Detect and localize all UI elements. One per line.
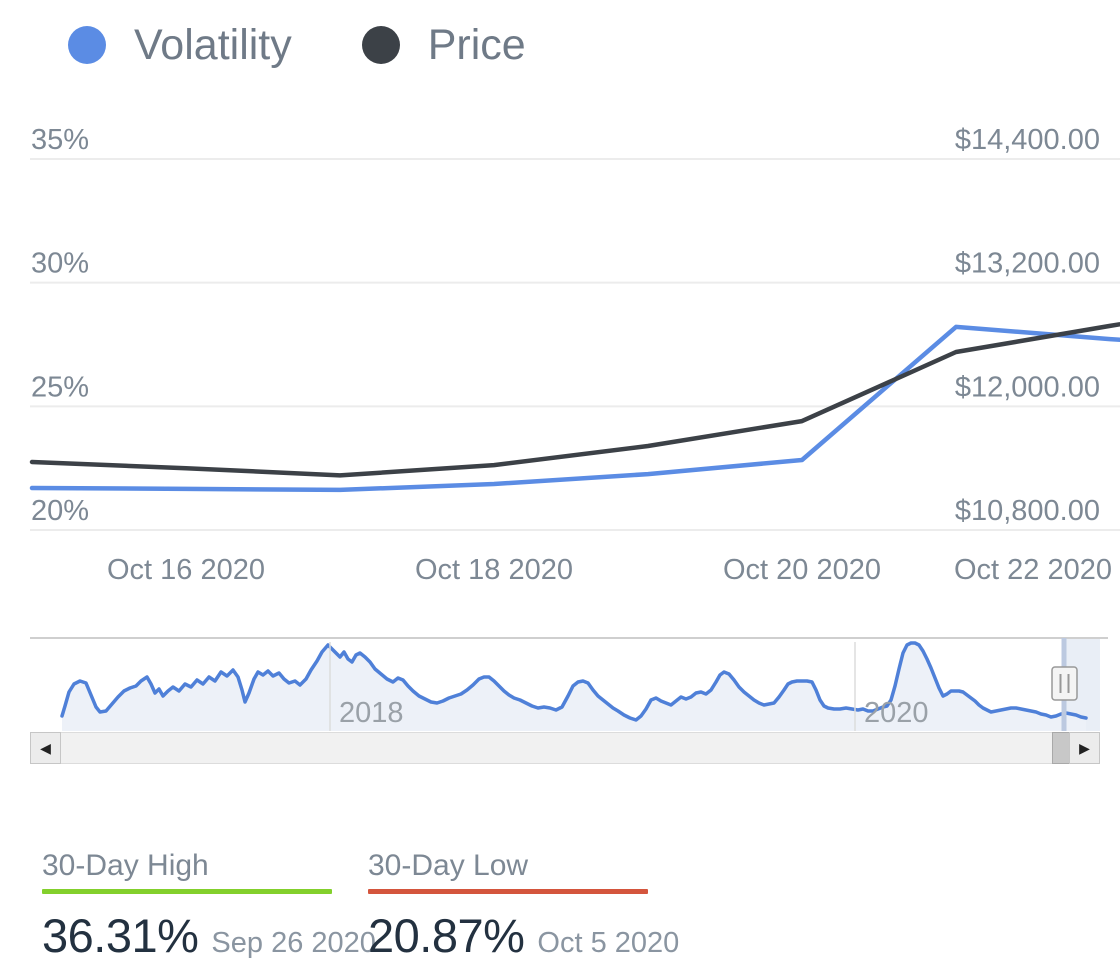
navigator-year-label: 2018 [339,697,404,729]
x-axis-tick-label: Oct 20 2020 [723,554,881,586]
scrollbar-right-button[interactable]: ▶ [1069,732,1100,764]
stats-panel: 30-Day High 36.31% Sep 26 2020 30-Day Lo… [42,849,679,963]
right-axis-tick-label: $12,000.00 [955,371,1100,403]
x-axis-tick-label: Oct 22 2020 [954,554,1112,586]
main-chart[interactable]: 35% $14,400.00 30% $13,200.00 25% $12,000.00 2… [0,0,1120,600]
x-axis-tick-label: Oct 16 2020 [107,554,265,586]
navigator-line [60,641,1088,722]
stat-high-value: 36.31% [42,909,199,962]
stat-high-accent-rule [42,889,332,894]
scrollbar-track[interactable] [30,732,1100,764]
stat-30-day-low: 30-Day Low 20.87% Oct 5 2020 [368,849,679,963]
right-axis-tick-label: $10,800.00 [955,495,1100,527]
volatility-series-dot [68,26,106,64]
navigator[interactable]: 2018 2020 [0,635,1120,770]
stat-high-date: Sep 26 2020 [211,927,376,959]
price-legend-label: Price [427,20,526,69]
left-axis-tick-label: 35% [31,124,89,156]
right-axis-tick-label: $14,400.00 [955,124,1100,156]
stat-low-accent-rule [368,889,648,894]
price-series-dot [361,26,400,64]
scrollbar-left-button[interactable]: ◀ [30,732,61,764]
stat-30-day-high: 30-Day High 36.31% Sep 26 2020 [42,849,376,963]
series-line-price[interactable] [29,300,1120,478]
legend-item-volatility[interactable]: Volatility [68,21,292,70]
navigator-year-label: 2020 [864,697,929,729]
scrollbar-thumb[interactable] [1052,732,1070,764]
scroll-right-icon: ▶ [1079,739,1090,756]
left-axis-tick-label: 25% [31,371,89,403]
navigator-handle[interactable] [1051,666,1078,701]
volatility-legend-label: Volatility [134,20,292,69]
stat-low-value: 20.87% [368,909,525,962]
left-axis-tick-label: 30% [31,248,89,280]
stat-low-label: 30-Day Low [368,849,529,882]
x-axis-tick-label: Oct 18 2020 [415,554,573,586]
stat-low-date: Oct 5 2020 [537,927,680,959]
legend-item-price[interactable]: Price [361,20,526,70]
stat-high-label: 30-Day High [42,849,209,882]
scroll-left-icon: ◀ [40,739,51,756]
legend: Volatility Price [68,20,526,70]
right-axis-tick-label: $13,200.00 [955,248,1100,280]
left-axis-tick-label: 20% [31,495,89,527]
